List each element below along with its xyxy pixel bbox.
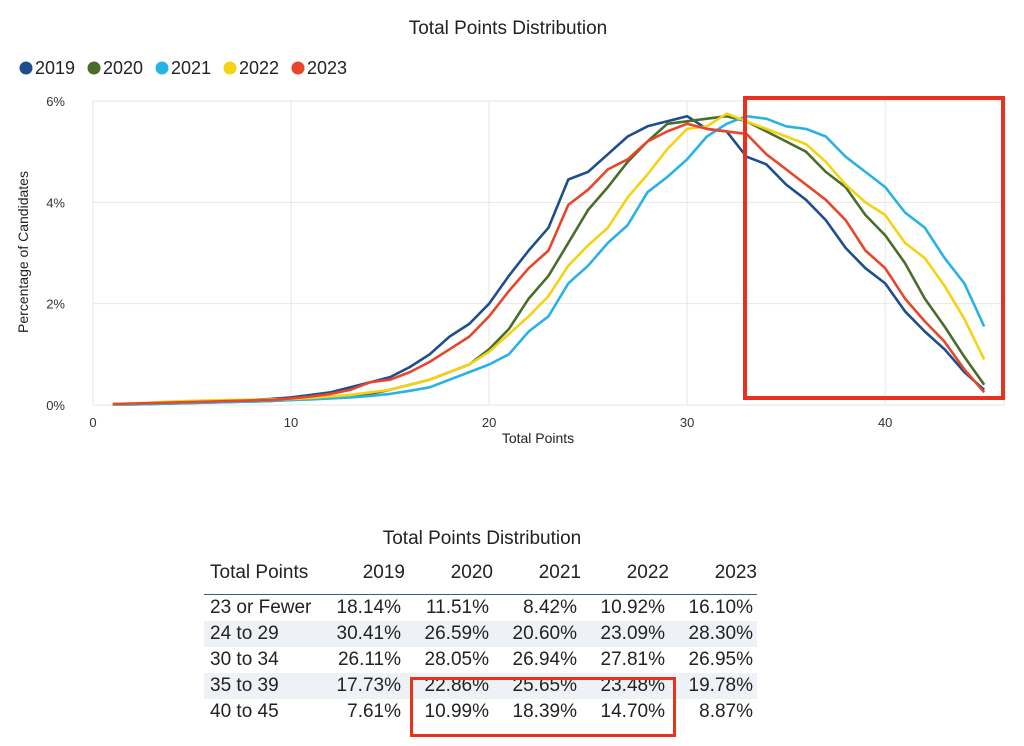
distribution-table-container: Total Points Distribution Total Points 20…	[204, 528, 760, 725]
y-tick-label: 0%	[46, 398, 65, 413]
table-cell: 18.39%	[512, 701, 577, 722]
table-title: Total Points Distribution	[382, 528, 582, 549]
row-label: 30 to 34	[210, 649, 279, 670]
x-tick-label: 20	[482, 415, 496, 430]
y-tick-label: 6%	[46, 94, 65, 109]
table-cell: 17.73%	[317, 673, 405, 699]
chart-legend: 2019 2020 2021 2022 2023	[19, 58, 347, 78]
table-cell: 25.65%	[493, 673, 581, 699]
legend-label: 2022	[239, 58, 279, 78]
legend-marker	[87, 61, 101, 75]
legend-item-2021: 2021	[155, 58, 211, 78]
legend-label: 2020	[103, 58, 143, 78]
table-row: 40 to 45 7.61% 10.99% 18.39% 14.70% 8.87%	[204, 699, 757, 725]
table-cell: 26.94%	[512, 649, 577, 670]
col-header-2020: 2020	[405, 562, 493, 595]
legend-label: 2021	[171, 58, 211, 78]
legend-item-2022: 2022	[223, 58, 279, 78]
legend-item-2020: 2020	[87, 58, 143, 78]
y-tick-label: 4%	[46, 195, 65, 210]
legend-marker	[155, 61, 169, 75]
table-row: 30 to 34 26.11% 28.05% 26.94% 27.81% 26.95%	[204, 647, 757, 673]
row-label: 23 or Fewer	[210, 597, 312, 618]
table-row: 24 to 29 30.41% 26.59% 20.60% 23.09% 28.30%	[204, 621, 757, 647]
table-cell: 19.78%	[669, 673, 757, 699]
x-tick-label: 30	[680, 415, 694, 430]
series-line-2020	[112, 114, 986, 406]
series-line-2021	[112, 114, 986, 406]
table-header-row: Total Points 2019 2020 2021 2022 2023	[204, 562, 757, 595]
legend-item-2023: 2023	[291, 58, 347, 78]
row-label: 40 to 45	[210, 701, 279, 722]
chart-title: Total Points Distribution	[409, 18, 608, 39]
col-header-2023: 2023	[669, 562, 757, 595]
table-cell: 23.09%	[581, 621, 669, 647]
table-row: 23 or Fewer 18.14% 11.51% 8.42% 10.92% 16.10%	[204, 595, 757, 622]
chart-series	[112, 112, 986, 406]
col-header-total-points: Total Points	[204, 562, 317, 595]
table-cell: 28.30%	[669, 621, 757, 647]
legend-marker	[19, 61, 33, 75]
legend-item-2019: 2019	[19, 58, 75, 78]
table-cell: 18.14%	[336, 597, 401, 618]
table-cell: 23.48%	[581, 673, 669, 699]
x-axis-label: Total Points	[502, 430, 574, 446]
legend-marker	[291, 61, 305, 75]
legend-marker	[223, 61, 237, 75]
table-cell: 26.11%	[337, 649, 401, 670]
series-line-2019	[112, 114, 986, 406]
table-cell: 16.10%	[688, 597, 753, 618]
table-cell: 26.95%	[688, 649, 753, 670]
y-tick-label: 2%	[46, 297, 65, 312]
legend-label: 2023	[307, 58, 347, 78]
table-cell: 10.99%	[424, 701, 489, 722]
chart-highlight-box	[743, 96, 1005, 400]
series-line-2023	[112, 122, 986, 406]
table-body: 23 or Fewer 18.14% 11.51% 8.42% 10.92% 16.10%…	[204, 595, 757, 726]
row-label: 35 to 39	[204, 673, 317, 699]
series-line-2022	[112, 112, 986, 406]
table-cell: 8.42%	[523, 597, 577, 618]
table-cell: 30.41%	[317, 621, 405, 647]
x-tick-label: 0	[89, 415, 96, 430]
col-header-2021: 2021	[493, 562, 581, 595]
col-header-2022: 2022	[581, 562, 669, 595]
table-cell: 10.92%	[600, 597, 665, 618]
table-cell: 26.59%	[405, 621, 493, 647]
table-cell: 28.05%	[424, 649, 489, 670]
axis-ticks: 0 10 20 30 40 0% 2% 4% 6%	[46, 94, 892, 430]
table-cell: 11.51%	[425, 597, 489, 618]
table-cell: 8.87%	[699, 701, 753, 722]
table-row: 35 to 39 17.73% 22.86% 25.65% 23.48% 19.78%	[204, 673, 757, 699]
table-cell: 14.70%	[600, 701, 665, 722]
table-cell: 7.61%	[347, 701, 401, 722]
y-axis-label: Percentage of Candidates	[15, 171, 31, 333]
x-tick-label: 10	[284, 415, 298, 430]
table-cell: 27.81%	[600, 649, 665, 670]
table-cell: 20.60%	[493, 621, 581, 647]
x-tick-label: 40	[878, 415, 892, 430]
line-chart: Total Points Distribution 2019 2020 2021 20…	[15, 18, 1005, 446]
col-header-2019: 2019	[317, 562, 405, 595]
distribution-table: Total Points 2019 2020 2021 2022 2023 23 or F…	[204, 562, 757, 725]
table-cell: 22.86%	[405, 673, 493, 699]
legend-label: 2019	[35, 58, 75, 78]
row-label: 24 to 29	[204, 621, 317, 647]
